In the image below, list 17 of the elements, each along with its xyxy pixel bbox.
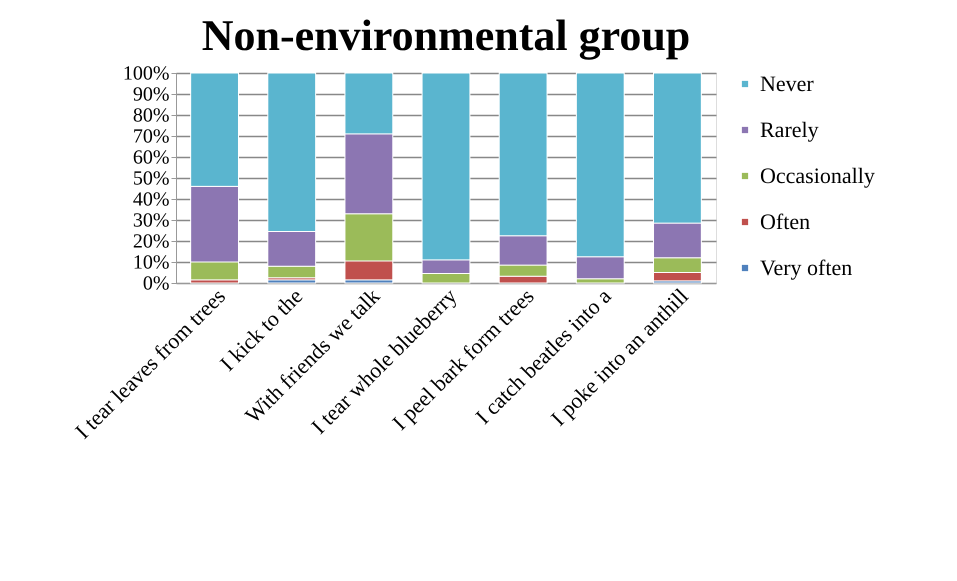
- y-tick-label: 80%: [132, 104, 170, 126]
- y-tick-label: 30%: [132, 210, 170, 232]
- y-tick-label: 100%: [122, 62, 170, 84]
- y-tick-label: 70%: [132, 126, 170, 148]
- y-tick-label: 0%: [142, 272, 170, 294]
- y-tick-label: 40%: [132, 188, 170, 210]
- y-tick-label: 50%: [132, 168, 170, 190]
- y-tick-label: 20%: [132, 230, 170, 252]
- legend-label: Very often: [760, 255, 852, 280]
- y-tick-label: 90%: [132, 84, 170, 106]
- y-tick-label: 10%: [132, 252, 170, 274]
- legend-label: Occasionally: [760, 163, 875, 188]
- legend-label: Often: [760, 209, 810, 234]
- y-tick-label: 60%: [132, 146, 170, 168]
- chart-title: Non-environmental group: [202, 11, 690, 60]
- legend-label: Never: [760, 71, 814, 96]
- legend-label: Rarely: [760, 117, 819, 142]
